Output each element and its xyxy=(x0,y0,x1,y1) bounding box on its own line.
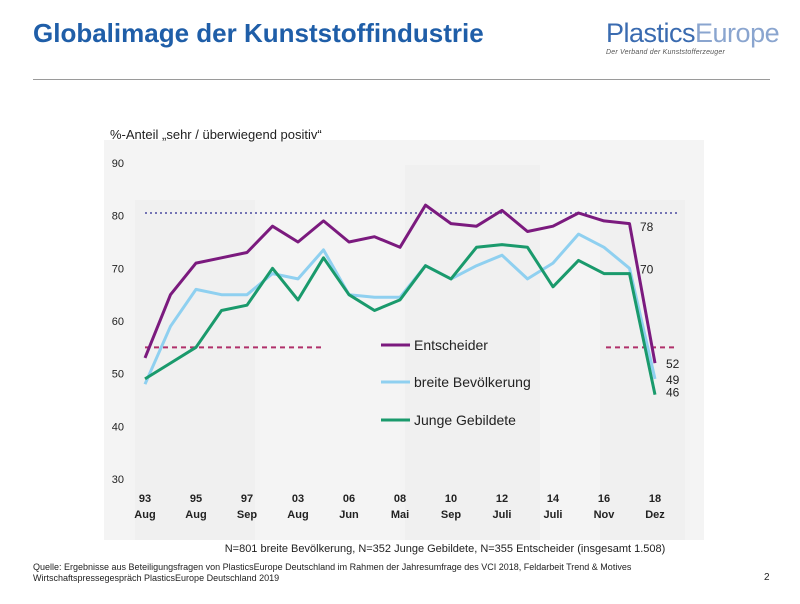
y-tick-label: 50 xyxy=(112,369,124,381)
end-labels: 52 78 49 70 46 xyxy=(640,220,680,400)
source-note: Quelle: Ergebnisse aus Beteiligungsfrage… xyxy=(33,562,733,584)
legend: Entscheider breite Bevölkerung Junge Gebil… xyxy=(381,337,531,428)
series-line-breite-bev-lkerung xyxy=(143,232,657,385)
series-end-value: 49 xyxy=(666,373,680,387)
logo-wordmark: PlasticsEurope xyxy=(606,18,780,48)
series-lines xyxy=(143,203,657,396)
x-tick-month: Aug xyxy=(185,509,206,521)
x-tick-month: Aug xyxy=(287,509,308,521)
x-tick-year: 03 xyxy=(292,493,304,505)
y-tick-label: 90 xyxy=(112,158,124,170)
series-line-junge-gebildete xyxy=(144,243,657,396)
y-tick-label: 30 xyxy=(112,474,124,486)
plasticseurope-logo: PlasticsEurope Der Verband der Kunststof… xyxy=(606,18,780,66)
y-tick-label: 80 xyxy=(112,211,124,223)
series-line-entscheider xyxy=(143,203,657,364)
series-end-value: 52 xyxy=(666,357,680,371)
y-axis-label: %-Anteil „sehr / überwiegend positiv“ xyxy=(110,127,322,142)
background-panel-mid xyxy=(405,165,540,540)
y-tick-label: 60 xyxy=(112,316,124,328)
y-tick-label: 40 xyxy=(112,421,124,433)
sample-size-note: N=801 breite Bevölkerung, N=352 Junge Ge… xyxy=(224,543,666,555)
x-axis-ticks: 93 Aug 95 Aug 97 Sep 03 Aug 06 Jun 08 Mai 10 Sep 12 Jul… xyxy=(134,493,665,521)
x-tick-month: Mai xyxy=(391,509,409,521)
legend-label: Entscheider xyxy=(414,337,488,353)
x-tick-month: Dez xyxy=(645,509,665,521)
logo-word-plastics: Plastics xyxy=(606,18,696,48)
x-tick-year: 93 xyxy=(139,493,151,505)
x-tick-year: 16 xyxy=(598,493,610,505)
x-tick-month: Sep xyxy=(237,509,257,521)
logo-word-europe: Europe xyxy=(695,18,780,48)
x-tick-month: Nov xyxy=(594,509,616,521)
page-title: Globalimage der Kunststoffindustrie xyxy=(33,18,484,48)
page-number: 2 xyxy=(764,572,770,583)
x-tick-month: Jun xyxy=(339,509,359,521)
series-near-end-value: 78 xyxy=(640,220,654,234)
series-near-end-value: 70 xyxy=(640,262,654,276)
x-tick-year: 12 xyxy=(496,493,508,505)
legend-label: Junge Gebildete xyxy=(414,412,516,428)
x-tick-month: Juli xyxy=(544,509,563,521)
x-tick-year: 06 xyxy=(343,493,355,505)
x-tick-year: 14 xyxy=(547,493,560,505)
background-panel-left xyxy=(135,200,255,540)
x-tick-month: Aug xyxy=(134,509,155,521)
x-tick-year: 10 xyxy=(445,493,457,505)
x-tick-month: Sep xyxy=(441,509,461,521)
x-tick-month: Juli xyxy=(493,509,512,521)
y-tick-label: 70 xyxy=(112,263,124,275)
x-tick-year: 95 xyxy=(190,493,202,505)
source-line-2: Wirtschaftspressegespräch PlasticsEurope… xyxy=(33,573,280,583)
reference-lines xyxy=(145,212,680,349)
x-tick-year: 97 xyxy=(241,493,253,505)
logo-tagline: Der Verband der Kunststofferzeuger xyxy=(606,49,725,56)
x-tick-year: 18 xyxy=(649,493,661,505)
y-axis-ticks: 30 40 50 60 70 80 90 xyxy=(112,158,124,486)
x-tick-year: 08 xyxy=(394,493,406,505)
header-divider xyxy=(33,79,770,80)
series-end-value: 46 xyxy=(666,386,680,400)
source-line-1: Quelle: Ergebnisse aus Beteiligungsfrage… xyxy=(33,562,632,572)
legend-label: breite Bevölkerung xyxy=(414,374,531,390)
